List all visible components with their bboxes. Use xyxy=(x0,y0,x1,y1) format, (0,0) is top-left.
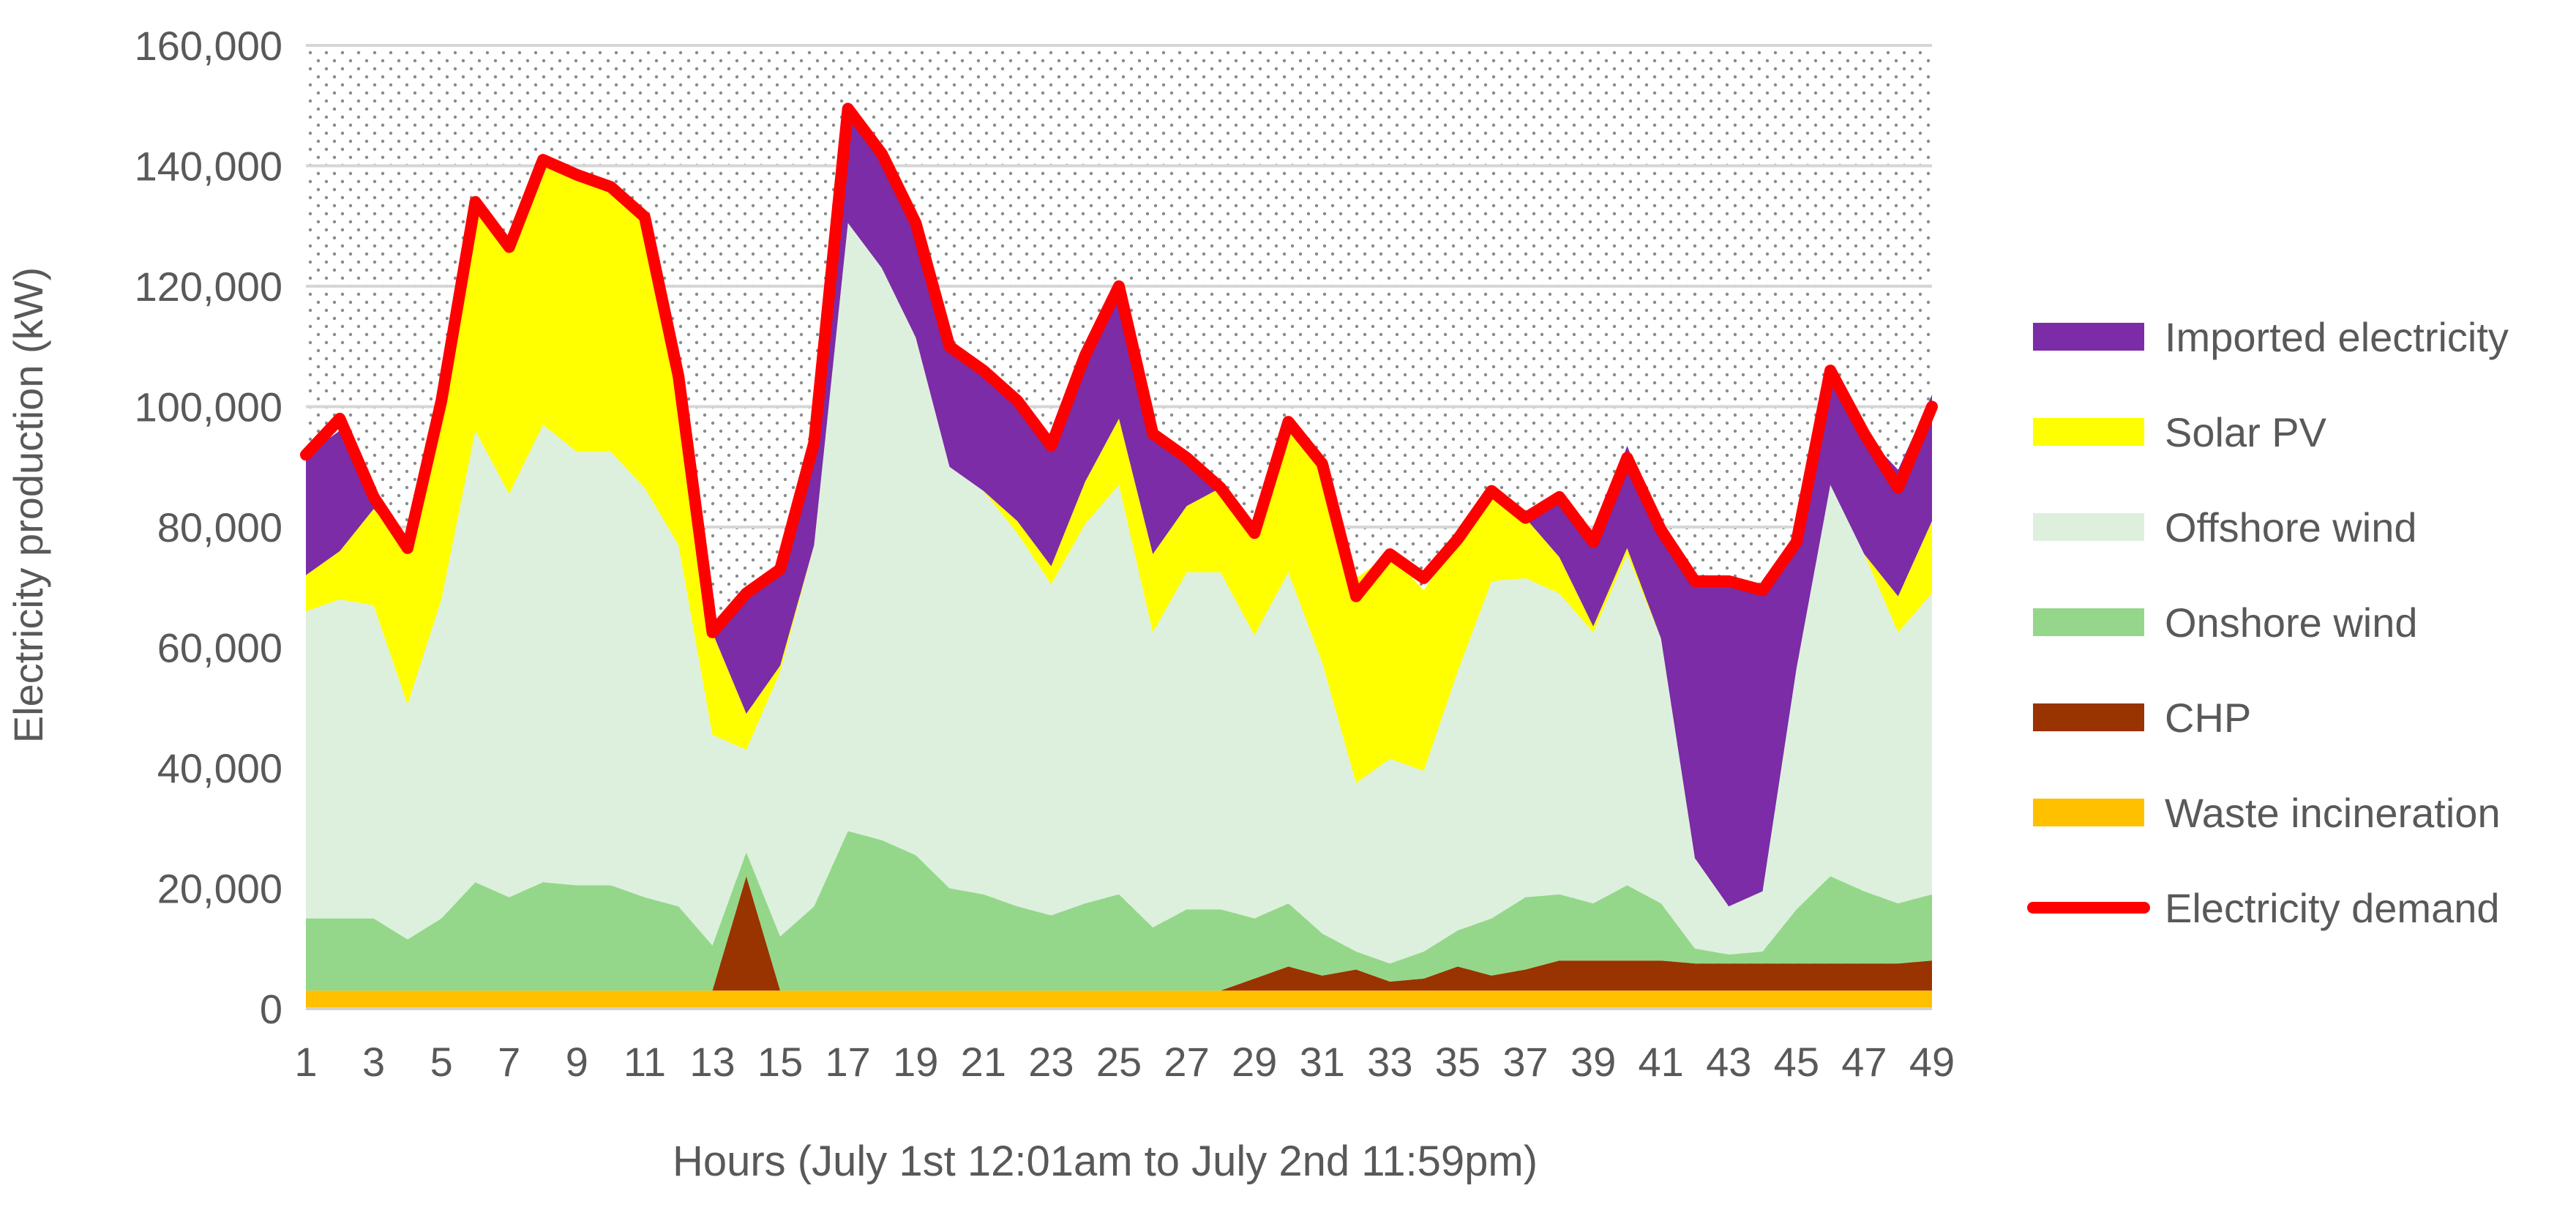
legend-item: Electricity demand xyxy=(2027,885,2500,931)
y-tick-label: 160,000 xyxy=(135,23,282,69)
area-offshore-wind xyxy=(306,223,1932,964)
x-tick-label: 5 xyxy=(430,1039,453,1085)
legend-item: Imported electricity xyxy=(2033,314,2509,360)
x-tick-label: 31 xyxy=(1300,1039,1345,1085)
legend: Imported electricity Solar PV Offshore win… xyxy=(2027,314,2509,931)
y-axis: 0 20,000 40,000 60,000 80,000 100,000 120,000 1… xyxy=(135,23,282,1032)
x-axis: 1 3 5 7 9 11 13 15 17 19 21 23 25 27 29 31 33 35 37 39 41 43 4… xyxy=(294,1007,1955,1085)
y-tick-label: 80,000 xyxy=(157,504,282,550)
x-tick-label: 7 xyxy=(498,1039,520,1085)
demand-line xyxy=(300,102,1938,638)
x-tick-label: 1 xyxy=(294,1039,317,1085)
x-tick-label: 27 xyxy=(1164,1039,1209,1085)
legend-swatch xyxy=(2033,799,2144,826)
area-chp xyxy=(306,876,1932,991)
x-tick-label: 39 xyxy=(1570,1039,1616,1085)
x-tick-label: 11 xyxy=(624,1039,666,1085)
x-tick-label: 15 xyxy=(757,1039,803,1085)
legend-label: Imported electricity xyxy=(2165,314,2509,360)
x-tick-label: 19 xyxy=(893,1039,938,1085)
legend-swatch xyxy=(2033,418,2144,446)
y-tick-label: 20,000 xyxy=(157,866,282,912)
demand-line-layer xyxy=(300,102,1938,638)
x-tick-label: 43 xyxy=(1706,1039,1751,1085)
legend-item: Solar PV xyxy=(2033,409,2327,455)
legend-swatch xyxy=(2033,513,2144,541)
legend-swatch xyxy=(2033,608,2144,636)
legend-item: Offshore wind xyxy=(2033,504,2416,550)
legend-item: Onshore wind xyxy=(2033,600,2418,646)
legend-label: Electricity demand xyxy=(2165,885,2500,931)
x-tick-label: 25 xyxy=(1096,1039,1142,1085)
x-tick-label: 13 xyxy=(689,1039,735,1085)
x-tick-label: 35 xyxy=(1435,1039,1480,1085)
legend-item: Waste incineration xyxy=(2033,790,2501,836)
area-waste-incineration xyxy=(306,990,1932,1009)
x-tick-label: 21 xyxy=(961,1039,1006,1085)
y-tick-label: 120,000 xyxy=(135,264,282,310)
y-tick-label: 0 xyxy=(260,986,282,1032)
x-tick-label: 33 xyxy=(1367,1039,1412,1085)
y-axis-label: Electricity production (kW) xyxy=(5,267,51,743)
x-tick-label: 45 xyxy=(1774,1039,1819,1085)
legend-item: CHP xyxy=(2033,695,2251,741)
area-solar-pv xyxy=(306,160,1932,907)
legend-label: Offshore wind xyxy=(2165,504,2416,550)
x-tick-label: 49 xyxy=(1909,1039,1955,1085)
legend-swatch xyxy=(2033,703,2144,731)
x-tick-label: 9 xyxy=(566,1039,588,1085)
legend-swatch xyxy=(2033,323,2144,351)
legend-label: Solar PV xyxy=(2165,409,2327,455)
y-tick-label: 140,000 xyxy=(135,143,282,190)
x-tick-label: 41 xyxy=(1639,1039,1684,1085)
x-tick-label: 3 xyxy=(362,1039,385,1085)
y-tick-label: 100,000 xyxy=(135,384,282,430)
legend-label: CHP xyxy=(2165,695,2251,741)
y-tick-label: 60,000 xyxy=(157,625,282,671)
x-tick-label: 29 xyxy=(1232,1039,1277,1085)
area-onshore-wind xyxy=(306,831,1932,991)
x-axis-label: Hours (July 1st 12:01am to July 2nd 11:5… xyxy=(673,1138,1538,1185)
x-tick-label: 37 xyxy=(1502,1039,1548,1085)
legend-label: Onshore wind xyxy=(2165,600,2418,646)
x-tick-label: 17 xyxy=(825,1039,871,1085)
y-tick-label: 40,000 xyxy=(157,745,282,791)
x-tick-label: 23 xyxy=(1028,1039,1074,1085)
x-tick-label: 47 xyxy=(1841,1039,1887,1085)
legend-label: Waste incineration xyxy=(2165,790,2501,836)
